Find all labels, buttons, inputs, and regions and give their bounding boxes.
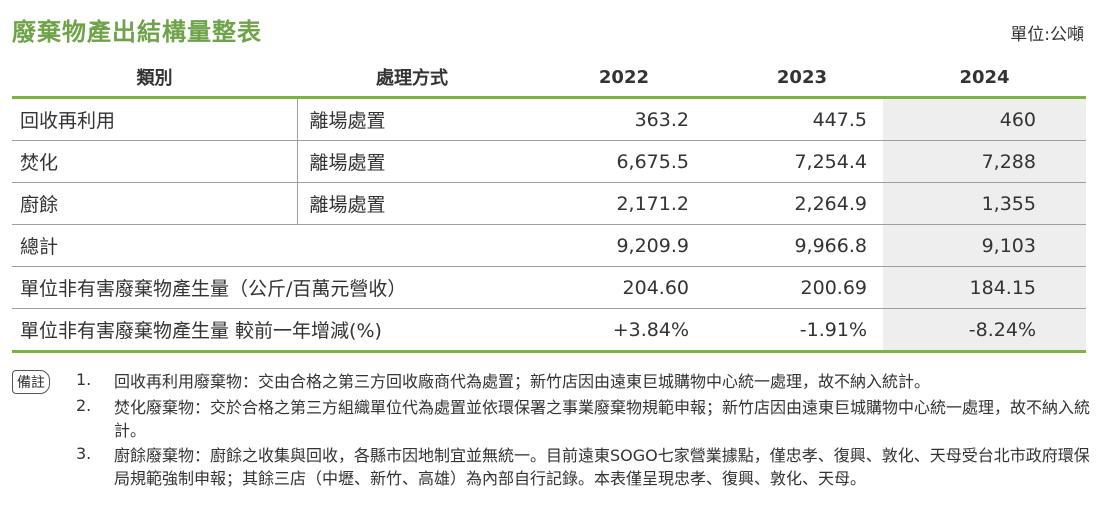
note-text: 焚化廢棄物：交於合格之第三方組織單位代為處置並依環保署之事業廢棄物規範申報；新竹… bbox=[114, 398, 1091, 440]
value-2023: -1.91% bbox=[705, 308, 883, 353]
header-2023: 2023 bbox=[705, 58, 883, 99]
value-2024: -8.24% bbox=[883, 308, 1086, 353]
page-title: 廢棄物產出結構量整表 bbox=[12, 18, 262, 46]
table-row: 廚餘 離場處置 2,171.2 2,264.9 1,355 bbox=[12, 182, 1086, 225]
value-2022: 6,675.5 bbox=[527, 140, 705, 183]
note-number: 2. bbox=[76, 396, 92, 415]
row-method: 離場處置 bbox=[296, 182, 527, 225]
value-2022: 9,209.9 bbox=[527, 224, 705, 267]
notes-badge: 備註 bbox=[12, 370, 50, 394]
value-2023: 200.69 bbox=[705, 266, 883, 309]
note-text: 回收再利用廢棄物：交由合格之第三方回收廠商代為處置；新竹店因由遠東巨城購物中心統… bbox=[114, 372, 931, 391]
value-2023: 2,264.9 bbox=[705, 182, 883, 225]
row-category: 單位非有害廢棄物產生量 較前一年增減(%) bbox=[12, 308, 527, 353]
header-2024: 2024 bbox=[883, 58, 1086, 99]
value-2024: 1,355 bbox=[883, 182, 1086, 225]
header-method: 處理方式 bbox=[297, 58, 527, 99]
value-2022: 2,171.2 bbox=[527, 182, 705, 225]
row-category: 總計 bbox=[12, 224, 527, 267]
value-2022: 204.60 bbox=[527, 266, 705, 309]
header-category: 類別 bbox=[12, 58, 297, 99]
note-number: 3. bbox=[76, 444, 92, 463]
note-number: 1. bbox=[76, 370, 92, 389]
table-row: 總計 9,209.9 9,966.8 9,103 bbox=[12, 224, 1086, 267]
value-2023: 447.5 bbox=[705, 97, 883, 141]
value-2023: 9,966.8 bbox=[705, 224, 883, 267]
value-2024: 9,103 bbox=[883, 224, 1086, 267]
value-2024: 7,288 bbox=[883, 140, 1086, 183]
row-category: 單位非有害廢棄物產生量（公斤/百萬元營收） bbox=[12, 266, 527, 309]
table-row: 單位非有害廢棄物產生量 較前一年增減(%) +3.84% -1.91% -8.2… bbox=[12, 308, 1086, 353]
header-2022: 2022 bbox=[527, 58, 705, 99]
table-row: 回收再利用 離場處置 363.2 447.5 460 bbox=[12, 97, 1086, 141]
row-method: 離場處置 bbox=[296, 97, 527, 141]
value-2022: +3.84% bbox=[527, 308, 705, 353]
row-category: 回收再利用 bbox=[12, 97, 297, 141]
value-2024: 184.15 bbox=[883, 266, 1086, 309]
value-2023: 7,254.4 bbox=[705, 140, 883, 183]
note-text: 廚餘廢棄物：廚餘之收集與回收，各縣市因地制宜並無統一。目前遠東SOGO七家營業據… bbox=[114, 446, 1090, 488]
table-row: 焚化 離場處置 6,675.5 7,254.4 7,288 bbox=[12, 140, 1086, 183]
unit-label: 單位:公噸 bbox=[1010, 25, 1084, 45]
table-header-row: 類別 處理方式 2022 2023 2024 bbox=[12, 58, 1086, 99]
waste-table: 類別 處理方式 2022 2023 2024 回收再利用 離場處置 363.2 … bbox=[12, 58, 1086, 353]
row-category: 焚化 bbox=[12, 140, 297, 183]
row-method: 離場處置 bbox=[296, 140, 527, 183]
value-2022: 363.2 bbox=[527, 97, 705, 141]
value-2024: 460 bbox=[883, 97, 1086, 141]
row-category: 廚餘 bbox=[12, 182, 297, 225]
table-row: 單位非有害廢棄物產生量（公斤/百萬元營收） 204.60 200.69 184.… bbox=[12, 266, 1086, 309]
